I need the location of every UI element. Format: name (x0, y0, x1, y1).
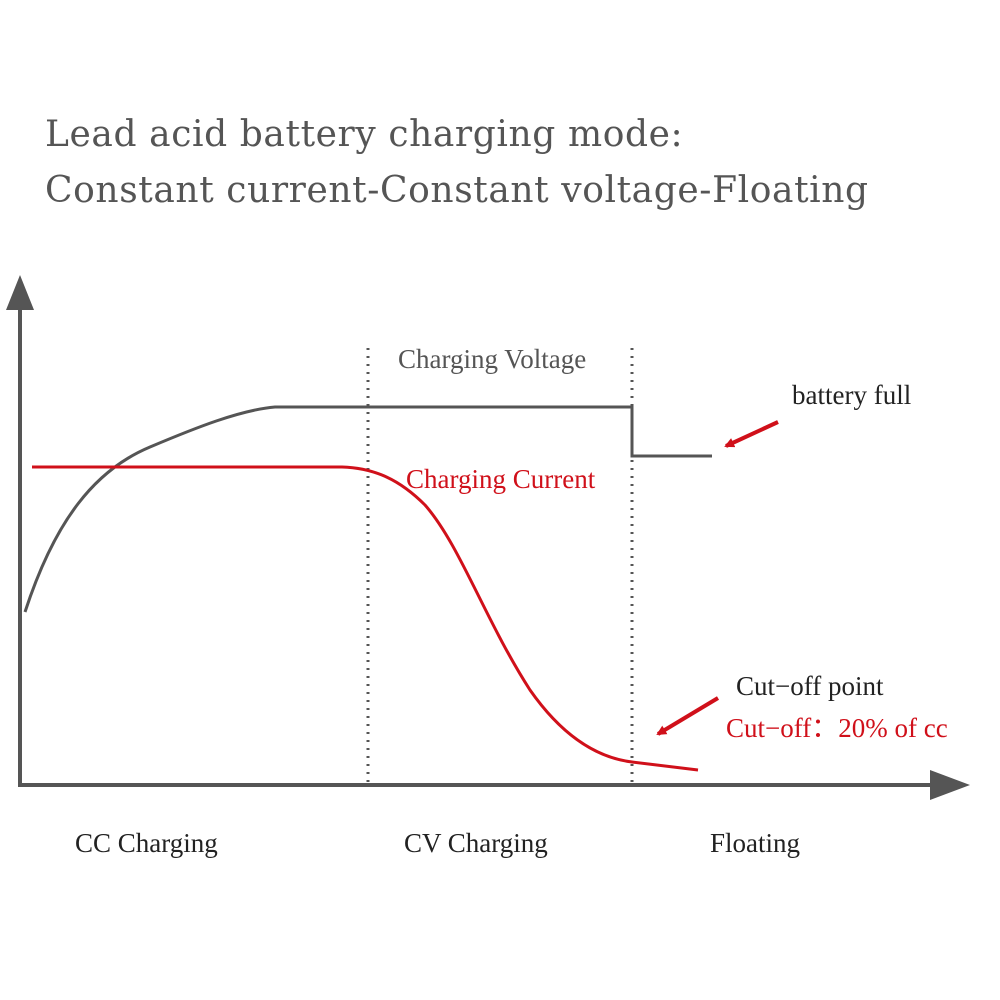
battery-full-arrow-icon (724, 420, 779, 448)
axes (6, 275, 970, 800)
title-line-2: Constant current-Constant voltage-Floati… (45, 170, 869, 211)
cutoff-value-label: Cut−off：20% of cc (726, 713, 948, 743)
y-axis-arrow-icon (6, 275, 34, 310)
voltage-curve (23, 405, 712, 613)
title-line-1: Lead acid battery charging mode: (45, 114, 683, 155)
battery-full-label: battery full (792, 380, 911, 410)
x-axis-arrow-icon (930, 770, 970, 800)
charging-voltage-label: Charging Voltage (398, 344, 586, 374)
phase-label-floating: Floating (710, 828, 800, 858)
cutoff-point-label: Cut−off point (736, 671, 884, 701)
cutoff-arrow-icon (656, 696, 720, 736)
charging-current-label: Charging Current (406, 464, 596, 494)
current-curve (32, 465, 699, 772)
phase-label-cv: CV Charging (404, 828, 548, 858)
phase-label-cc: CC Charging (75, 828, 218, 858)
